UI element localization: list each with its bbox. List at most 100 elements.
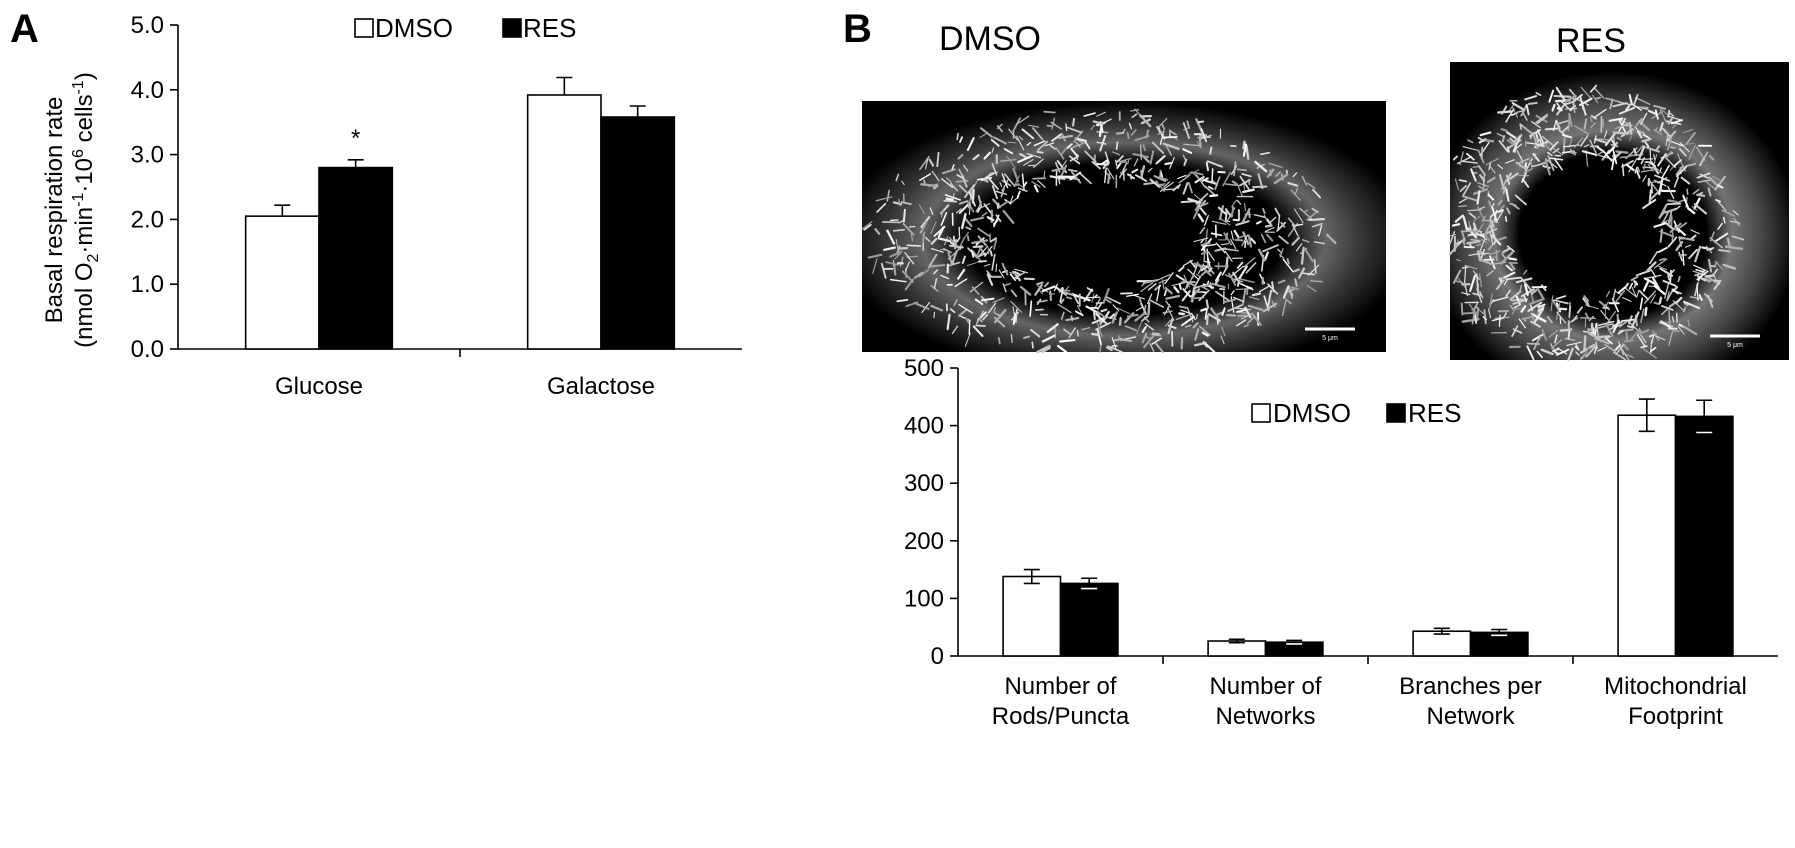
filament [1263, 214, 1269, 223]
filament [1659, 230, 1675, 238]
filament [1521, 178, 1530, 188]
filament [1141, 326, 1147, 334]
filament [1636, 290, 1640, 298]
filament [1086, 287, 1094, 292]
filament [1711, 175, 1723, 183]
filament [1556, 348, 1570, 356]
filament [1625, 163, 1635, 172]
filament [1182, 122, 1191, 139]
filament [1594, 337, 1610, 345]
filament [1642, 198, 1657, 210]
filament [1026, 141, 1032, 146]
filament [1030, 328, 1041, 338]
filament [1461, 195, 1479, 202]
filament [968, 191, 976, 207]
legend-b-dmso-label: DMSO [1273, 398, 1351, 428]
filament [1050, 121, 1063, 130]
filament [1690, 229, 1700, 235]
filament [1051, 133, 1062, 142]
filament [928, 158, 935, 167]
filament [1104, 167, 1107, 184]
filament [904, 261, 910, 272]
filament [1247, 210, 1251, 219]
filament [1070, 147, 1078, 157]
filament [1211, 282, 1226, 289]
filament [1502, 247, 1511, 254]
filament [1505, 264, 1514, 272]
filament [1657, 176, 1668, 184]
filament [1049, 290, 1053, 302]
filament [1682, 194, 1690, 210]
filament [1556, 107, 1563, 112]
filament [1696, 172, 1711, 179]
filament [1068, 155, 1081, 165]
filament [968, 320, 971, 335]
filament [1254, 160, 1268, 173]
filament [1511, 305, 1518, 315]
chart-b-x-category-label: Network [1426, 703, 1515, 730]
filament [1568, 305, 1572, 319]
filament [1059, 287, 1064, 303]
filament [1598, 137, 1610, 142]
filament [1667, 211, 1673, 226]
filament [1667, 269, 1675, 278]
filament [1223, 248, 1239, 252]
filament [1313, 259, 1317, 274]
filament [1299, 207, 1313, 220]
filament [1197, 213, 1205, 223]
filament [1487, 200, 1492, 207]
filament [1019, 152, 1027, 159]
filament [1496, 279, 1505, 290]
filament [986, 216, 995, 222]
filament [1678, 251, 1683, 262]
filament [1682, 129, 1694, 134]
micrograph-res-title: RES [1556, 22, 1626, 60]
filament [1057, 134, 1074, 139]
filament [1583, 118, 1588, 130]
filament [1479, 131, 1492, 137]
filament [1537, 303, 1546, 308]
filament [1553, 299, 1569, 305]
chart-b-y-tick-label: 0 [931, 643, 944, 670]
filament [959, 136, 963, 143]
filament [1561, 126, 1569, 134]
filament [1204, 307, 1208, 320]
filament [1544, 127, 1559, 131]
filament [918, 204, 926, 215]
filament [1634, 96, 1651, 105]
filament [1517, 109, 1525, 113]
filament [1277, 214, 1281, 231]
bar-b-dmso-0 [1002, 575, 1062, 657]
filament [964, 332, 971, 347]
filament [1111, 337, 1117, 350]
filament [1541, 135, 1554, 147]
filament [1483, 222, 1492, 236]
filament [1682, 325, 1698, 336]
chart-a-y-tick-label: 0.0 [131, 336, 164, 363]
filament [1462, 238, 1466, 246]
filament [994, 312, 1000, 316]
filament [1669, 112, 1675, 117]
filament [1468, 212, 1477, 219]
filament [1555, 119, 1561, 130]
filament [1461, 292, 1471, 296]
filament [972, 250, 983, 263]
filament [876, 202, 887, 213]
filament [1722, 216, 1726, 224]
filament [1636, 106, 1649, 109]
filament [1662, 127, 1671, 138]
filament [1156, 284, 1161, 302]
filament [1009, 273, 1017, 281]
filament [1666, 137, 1672, 151]
filament [1566, 341, 1582, 347]
filament [1243, 257, 1256, 268]
filament [1651, 269, 1657, 278]
filament [1235, 220, 1250, 226]
filament [1060, 298, 1065, 305]
filament [1705, 274, 1716, 278]
filament [1234, 238, 1244, 242]
filament [941, 168, 956, 175]
filament [972, 245, 984, 249]
filament [1530, 289, 1538, 295]
filament [1667, 272, 1670, 281]
